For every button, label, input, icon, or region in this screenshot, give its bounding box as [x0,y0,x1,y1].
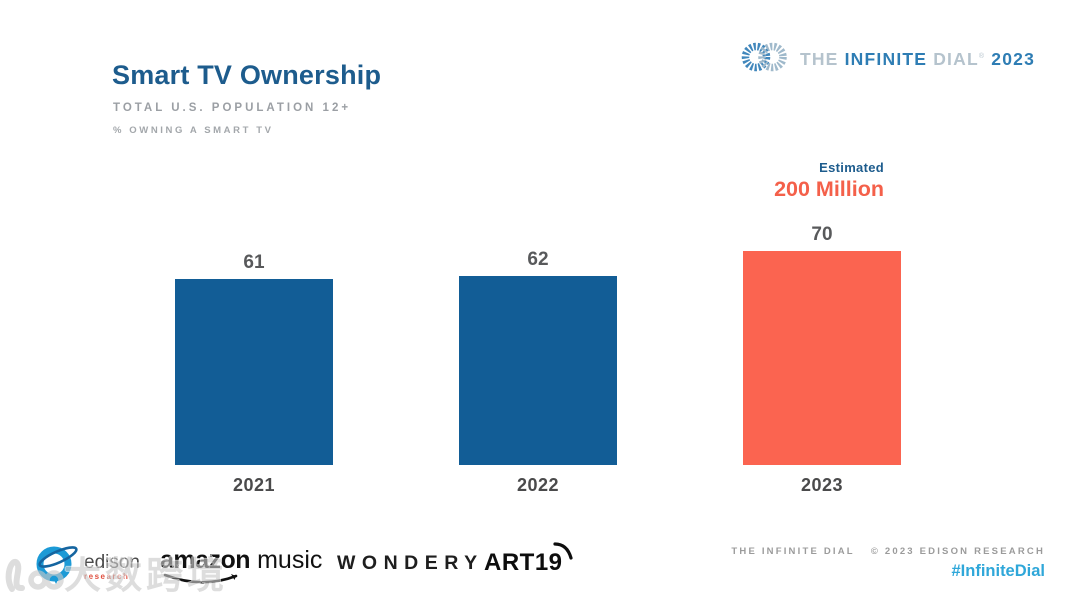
bar [459,276,617,465]
music-wordmark: music [257,546,323,574]
x-axis-label: 2021 [232,475,276,495]
estimated-label: Estimated [819,160,884,175]
hashtag-label: #InfiniteDial [951,562,1045,580]
bar-group-2022: 62 2022 [459,249,617,496]
amazon-smile-icon [162,572,246,593]
edison-research-logo: edison research [33,538,140,591]
brand-wordmark: THE INFINITE DIAL® 2023 [800,49,1035,70]
edison-research-label: research [84,572,130,581]
x-axis-label: 2023 [800,475,844,495]
brand-dial: DIAL [933,49,979,69]
edison-planet-icon [33,538,81,591]
footer-credits: THE INFINITE DIAL © 2023 EDISON RESEARCH … [731,546,1045,581]
estimated-value-label: 200 Million [774,177,884,201]
bar [175,279,333,465]
wondery-logo: WONDERY [337,552,484,574]
population-subtitle: TOTAL U.S. POPULATION 12+ [113,102,352,114]
bar-group-2021: 61 2021 [175,252,333,496]
infinite-dial-logo: THE INFINITE DIAL® 2023 [741,40,1035,79]
brand-year: 2023 [991,49,1035,69]
amazon-wordmark: amazon [160,546,251,574]
credit-copyright: © 2023 EDISON RESEARCH [870,546,1045,557]
edison-name: edison [84,552,140,573]
art19-arc-icon [552,542,575,567]
bar [743,251,901,465]
bar-chart: 61 2021 62 2022 70 2023 [175,150,903,496]
metric-label: % OWNING A SMART TV [113,125,274,136]
brand-infinite: INFINITE [844,49,928,69]
page-title: Smart TV Ownership [112,60,382,90]
x-axis-label: 2022 [516,475,560,495]
art19-wordmark: ART19 [484,549,563,576]
bar-value-label: 61 [243,252,265,273]
registered-mark: ® [978,53,986,61]
amazon-music-logo: amazon music [160,546,323,584]
art19-logo: ART19 [484,542,573,577]
infinity-icon [741,40,791,79]
bar-value-label: 62 [527,249,549,270]
estimate-annotation: Estimated 200 Million [684,160,884,202]
bar-group-2023: 70 2023 [743,224,901,496]
credit-infinite-dial: THE INFINITE DIAL [731,546,855,557]
bar-value-label: 70 [811,224,833,245]
brand-the: THE [799,49,839,69]
edison-wordmark: edison research [84,552,140,581]
